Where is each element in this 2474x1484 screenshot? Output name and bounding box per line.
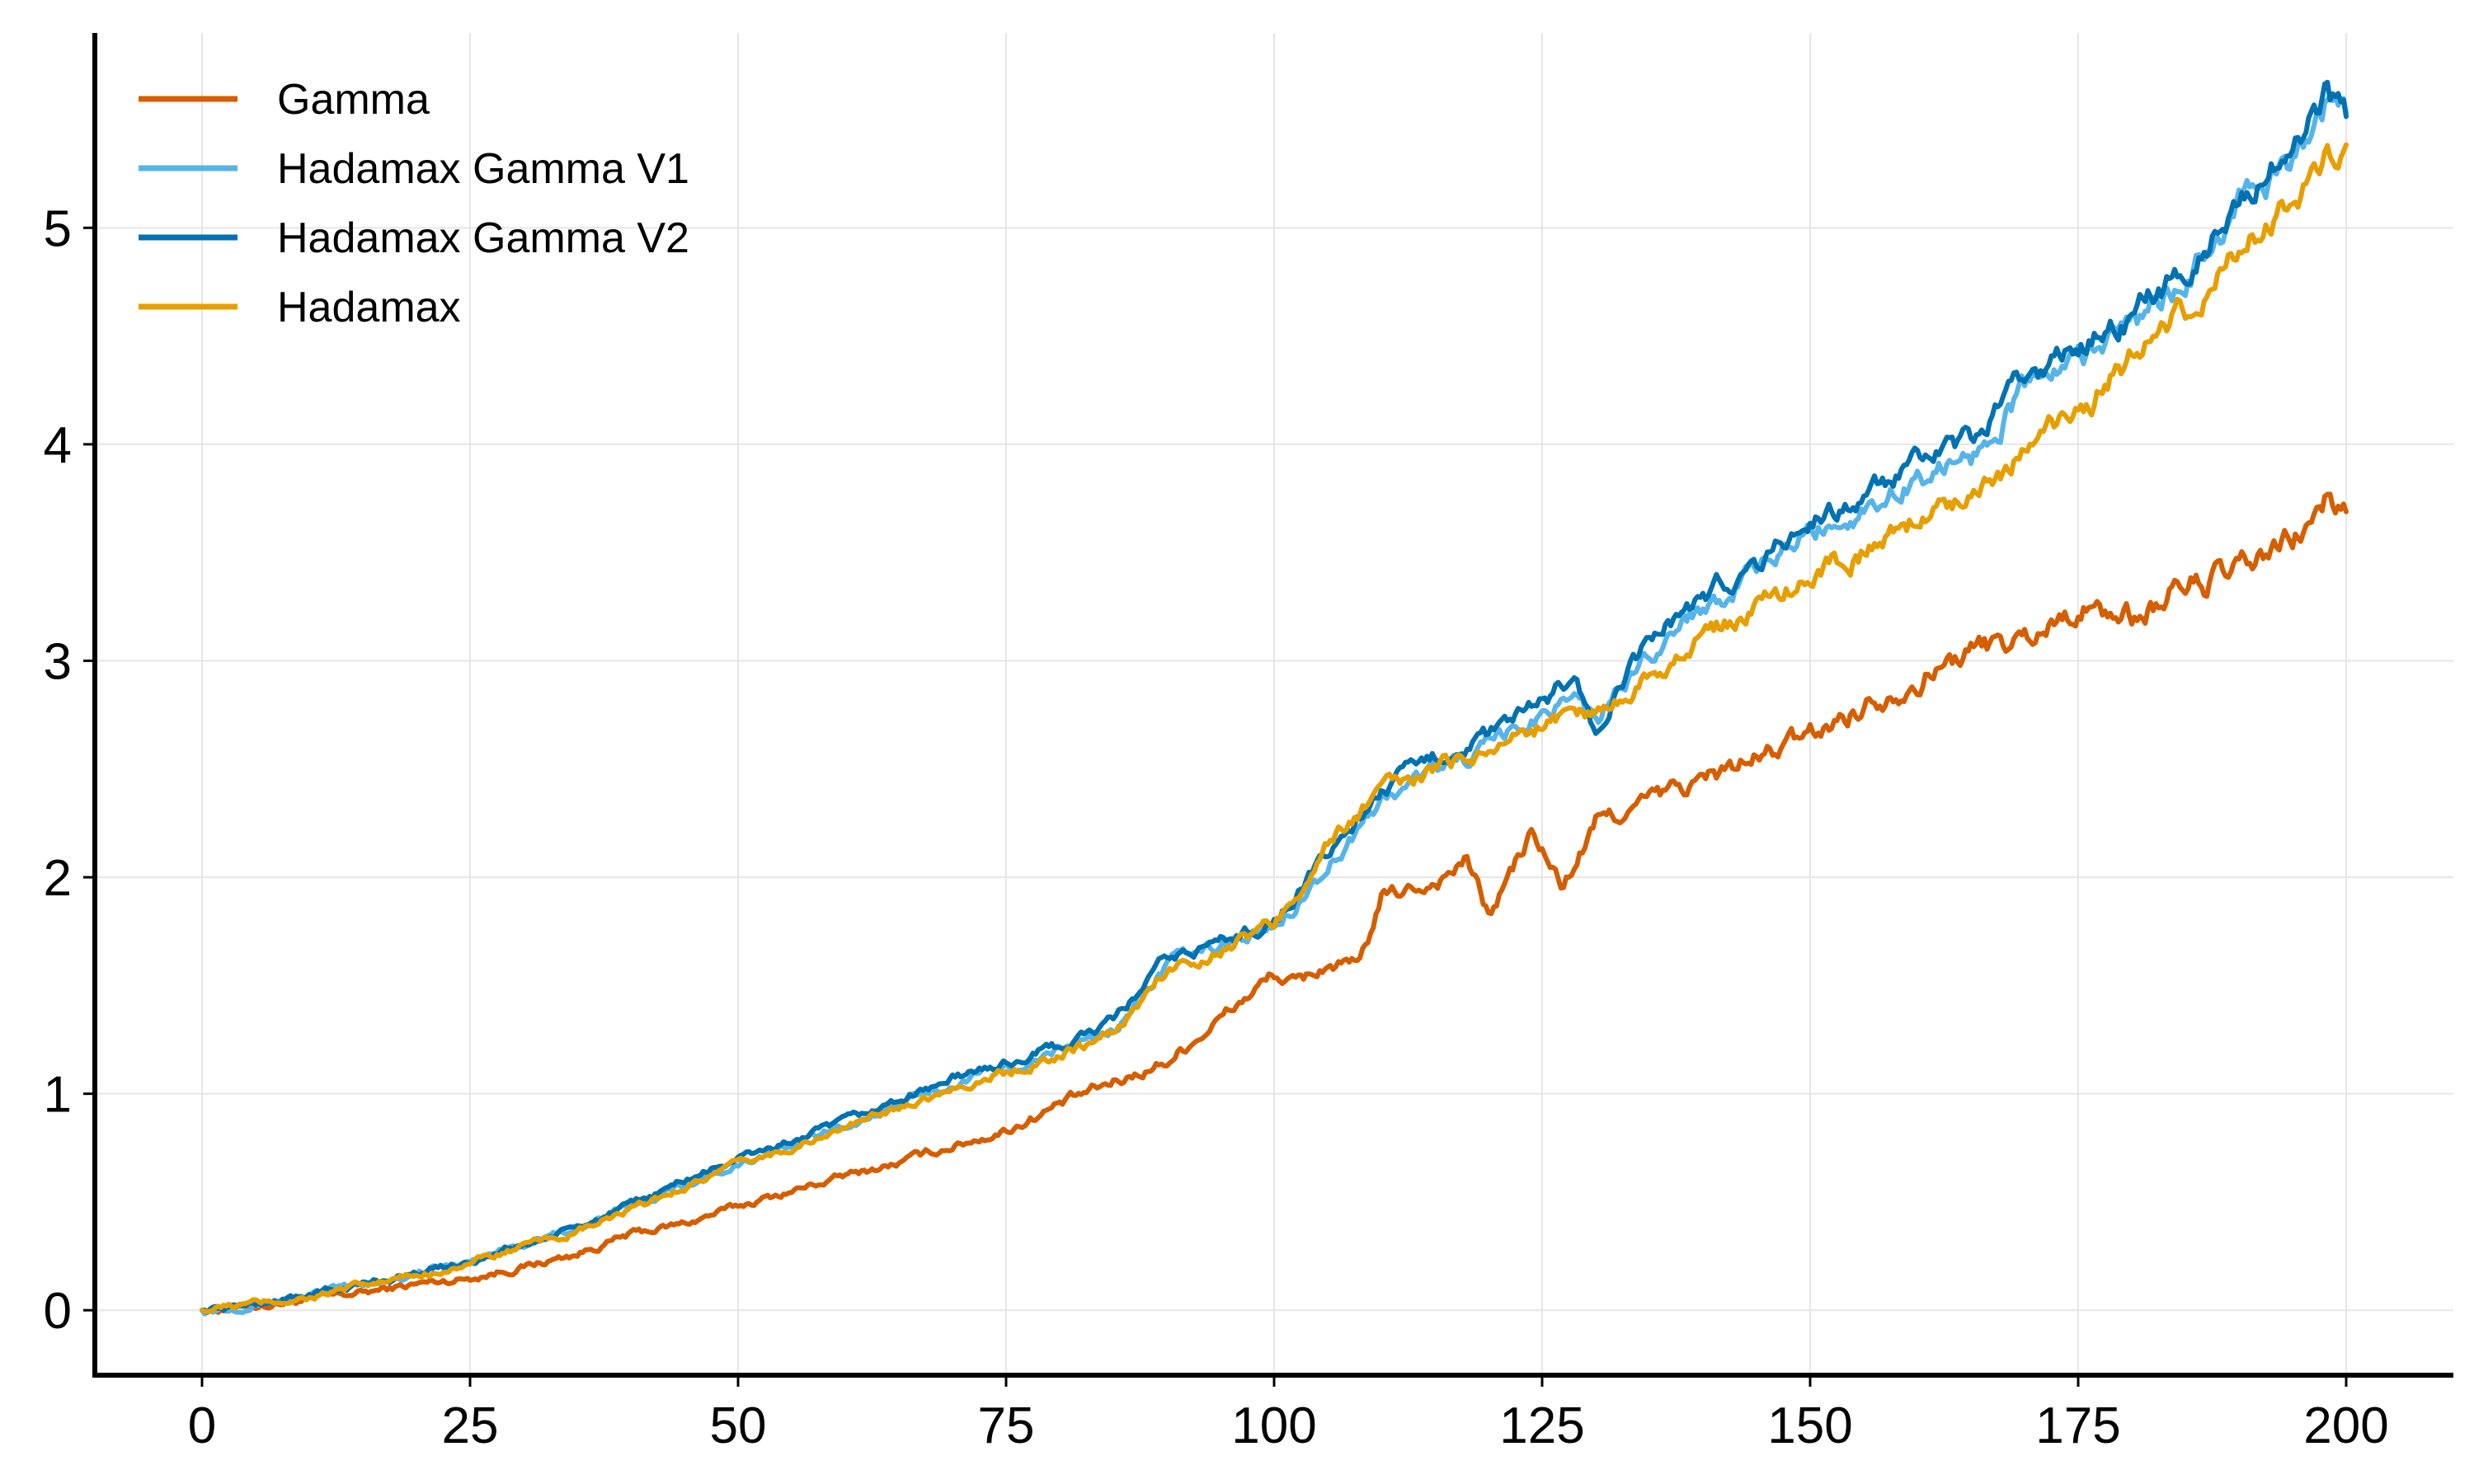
x-tick-label: 175 xyxy=(2035,1397,2120,1454)
x-tick-label: 25 xyxy=(442,1397,499,1454)
series-line-0 xyxy=(200,491,2349,1316)
y-tick-label: 1 xyxy=(44,1067,72,1124)
x-tick-label: 50 xyxy=(710,1397,767,1454)
x-tick-label: 100 xyxy=(1231,1397,1316,1454)
grid xyxy=(95,33,2453,1375)
tick-labels: 0 25 50 75 100 125 150 175 200 0 1 2 3 4 5 xyxy=(44,200,2389,1454)
x-tick-label: 125 xyxy=(1499,1397,1584,1454)
y-tick-label: 2 xyxy=(44,850,72,907)
legend-label: Hadamax Gamma V2 xyxy=(277,214,689,262)
y-tick-label: 4 xyxy=(44,417,72,474)
legend-entry: Hadamax Gamma V2 xyxy=(139,214,689,262)
legend-label: Gamma xyxy=(277,76,430,124)
x-tick-label: 0 xyxy=(188,1397,216,1454)
series-line-3 xyxy=(200,142,2349,1314)
legend-label: Hadamax xyxy=(277,284,461,331)
y-tick-label: 0 xyxy=(44,1283,72,1340)
y-tick-label: 5 xyxy=(44,200,72,257)
x-tick-label: 150 xyxy=(1767,1397,1852,1454)
x-tick-label: 75 xyxy=(978,1397,1035,1454)
legend-entry: Hadamax xyxy=(139,284,461,331)
x-tick-label: 200 xyxy=(2303,1397,2388,1454)
y-tick-label: 3 xyxy=(44,633,72,690)
series-lines xyxy=(200,79,2349,1317)
legend-label: Hadamax Gamma V1 xyxy=(277,145,689,193)
legend-entry: Gamma xyxy=(139,76,430,124)
legend-entry: Hadamax Gamma V1 xyxy=(139,145,689,193)
legend: Gamma Hadamax Gamma V1 Hadamax Gamma V2 Had… xyxy=(139,76,689,331)
